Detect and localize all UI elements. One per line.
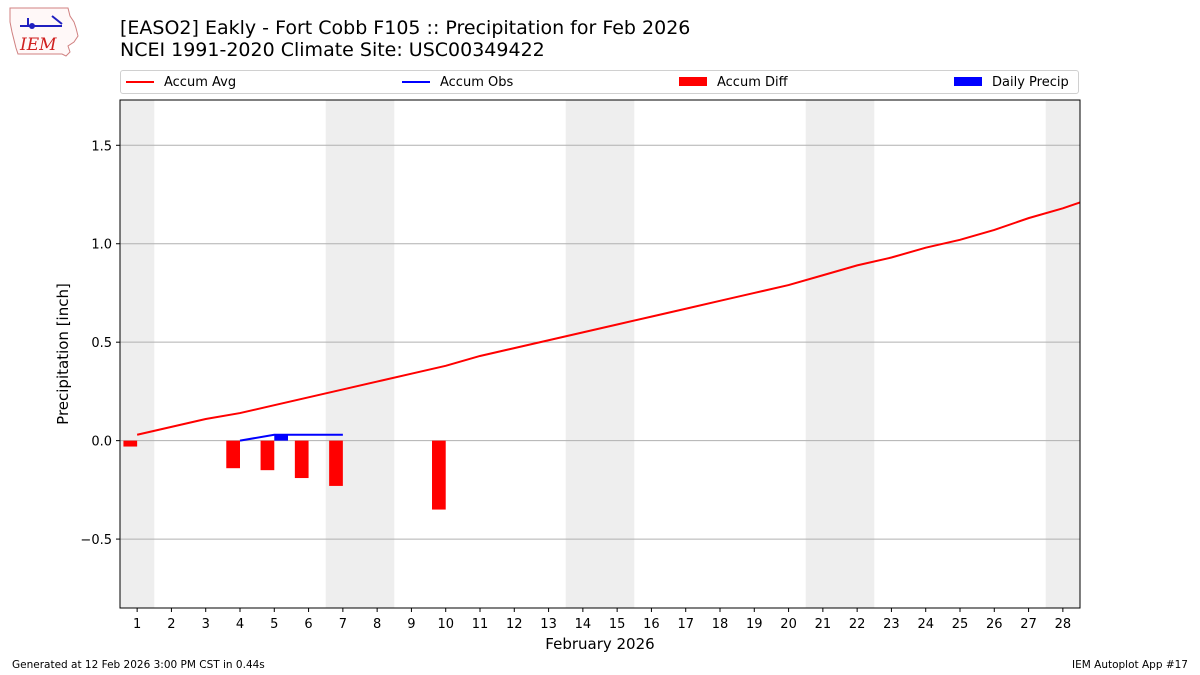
legend-swatch-accum-obs	[402, 80, 430, 83]
legend-item-accum-diff: Accum Diff	[679, 74, 788, 91]
x-tick-label-21: 22	[849, 617, 866, 632]
legend-item-accum-obs: Accum Obs	[402, 74, 513, 91]
axes: −0.50.00.51.01.51 2 3 4 5 6 7 8 9 10 11 12 13 14 15 16 1…	[80, 139, 1071, 632]
y-tick-label-0: −0.5	[80, 533, 112, 548]
plot-frame	[119, 99, 1081, 609]
accum-diff-bar-5	[432, 440, 446, 510]
x-tick-label-22: 23	[883, 617, 900, 632]
weekend-band-3	[805, 100, 875, 608]
x-tick-label-8: 9	[407, 617, 415, 632]
weekend-band-1	[325, 100, 395, 608]
x-tick-label-4: 5	[270, 617, 278, 632]
y-tick-label-3: 1.0	[91, 238, 112, 253]
x-tick-label-6: 7	[339, 617, 347, 632]
series-lines	[136, 201, 1081, 442]
accum-diff-bar-4	[329, 440, 343, 486]
accum-diff-bar-2	[260, 440, 275, 471]
x-tick-label-16: 17	[677, 617, 694, 632]
legend-item-accum-avg: Accum Avg	[126, 74, 236, 91]
x-tick-label-13: 14	[575, 617, 592, 632]
accum-avg-line	[136, 201, 1081, 436]
x-tick-label-15: 16	[643, 617, 660, 632]
y-tick-label-4: 1.5	[91, 139, 112, 154]
y-tick-label-2: 0.5	[91, 336, 112, 351]
legend-swatch-accum-avg	[126, 80, 154, 83]
y-tick-label-1: 0.0	[91, 435, 112, 450]
daily-precip-bar-0	[274, 434, 288, 441]
x-tick-label-2: 3	[202, 617, 210, 632]
x-tick-label-17: 18	[712, 617, 729, 632]
app-note: IEM Autoplot App #17	[1072, 659, 1188, 671]
x-tick-label-23: 24	[917, 617, 934, 632]
logo-text: IEM	[19, 35, 57, 55]
legend: Accum Avg Accum Obs Accum Diff Daily Pre…	[120, 70, 1079, 94]
weekend-band-0	[120, 100, 155, 608]
x-tick-label-5: 6	[304, 617, 312, 632]
bars	[123, 434, 446, 510]
x-tick-label-26: 27	[1020, 617, 1037, 632]
accum-diff-bar-3	[294, 440, 309, 479]
x-axis-label: February 2026	[545, 635, 654, 653]
generated-note: Generated at 12 Feb 2026 3:00 PM CST in …	[12, 659, 265, 671]
accum-diff-bar-0	[123, 440, 138, 447]
x-tick-label-27: 28	[1055, 617, 1072, 632]
accum-diff-bar-1	[226, 440, 240, 469]
x-tick-label-19: 20	[780, 617, 797, 632]
x-tick-label-20: 21	[815, 617, 832, 632]
title-line-2: NCEI 1991-2020 Climate Site: USC00349422	[120, 39, 545, 61]
iem-logo: IEM	[6, 4, 82, 64]
x-tick-label-7: 8	[373, 617, 381, 632]
weekend-shading	[120, 100, 1080, 608]
x-tick-label-11: 12	[506, 617, 523, 632]
x-tick-label-1: 2	[167, 617, 175, 632]
x-tick-label-24: 25	[952, 617, 969, 632]
x-tick-label-12: 13	[540, 617, 557, 632]
x-tick-label-3: 4	[236, 617, 244, 632]
legend-label-accum-diff: Accum Diff	[717, 75, 788, 90]
accum-obs-line	[239, 433, 343, 442]
legend-swatch-daily-precip	[954, 77, 982, 86]
x-tick-label-25: 26	[986, 617, 1003, 632]
legend-label-accum-avg: Accum Avg	[164, 75, 237, 90]
weekend-band-4	[1045, 100, 1080, 608]
legend-label-daily-precip: Daily Precip	[992, 75, 1069, 90]
y-axis-label: Precipitation [inch]	[54, 283, 72, 425]
x-tick-label-0: 1	[133, 617, 141, 632]
chart-title: [EASO2] Eakly - Fort Cobb F105 :: Precip…	[120, 17, 690, 61]
title-line-1: [EASO2] Eakly - Fort Cobb F105 :: Precip…	[120, 17, 691, 39]
x-tick-label-18: 19	[746, 617, 763, 632]
gridlines	[120, 144, 1080, 540]
weekend-band-2	[565, 100, 635, 608]
x-tick-label-14: 15	[609, 617, 626, 632]
x-tick-label-9: 10	[437, 617, 454, 632]
legend-swatch-accum-diff	[679, 77, 707, 86]
x-tick-label-10: 11	[472, 617, 489, 632]
legend-label-accum-obs: Accum Obs	[440, 75, 514, 90]
legend-item-daily-precip: Daily Precip	[954, 74, 1069, 91]
